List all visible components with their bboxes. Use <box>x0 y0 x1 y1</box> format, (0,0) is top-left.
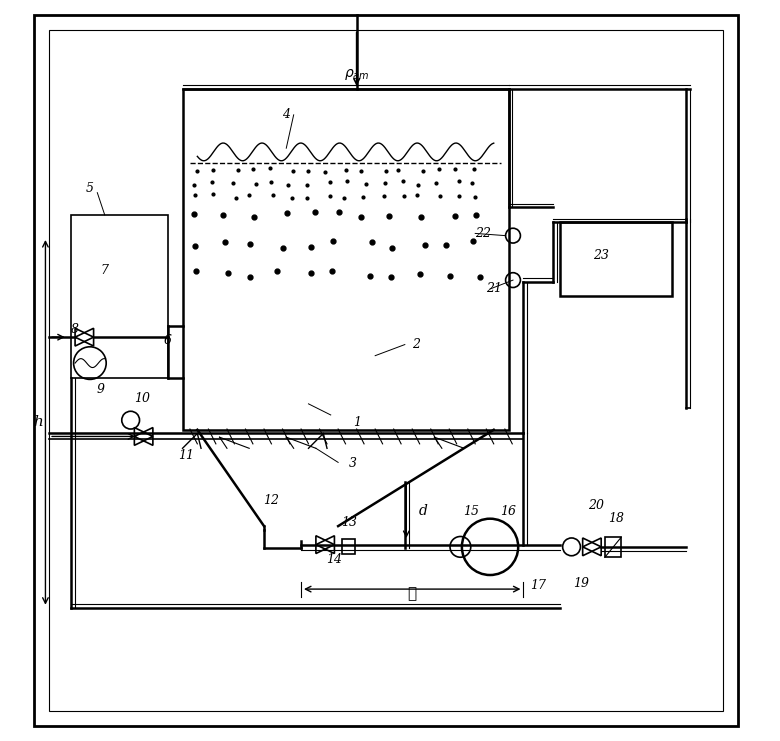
Text: 16: 16 <box>501 505 516 518</box>
Text: 19: 19 <box>573 577 589 591</box>
Text: 8: 8 <box>71 323 79 336</box>
Text: 1: 1 <box>353 416 360 429</box>
Bar <box>560 222 672 296</box>
Text: 13: 13 <box>341 516 357 529</box>
Text: 11: 11 <box>178 449 194 462</box>
Text: d: d <box>419 505 427 518</box>
Text: ℓ: ℓ <box>408 588 417 601</box>
Text: 21: 21 <box>486 282 502 296</box>
Text: 15: 15 <box>463 505 480 518</box>
Text: 4: 4 <box>282 108 290 122</box>
Text: h: h <box>33 416 43 429</box>
Text: 10: 10 <box>133 392 150 405</box>
Text: 9: 9 <box>97 382 105 396</box>
Bar <box>72 215 168 378</box>
Text: 3: 3 <box>349 456 357 470</box>
Bar <box>605 537 621 557</box>
Text: 6: 6 <box>164 334 172 348</box>
Text: $\rho_{am}$: $\rho_{am}$ <box>344 67 370 82</box>
Text: 23: 23 <box>593 249 609 262</box>
Text: 7: 7 <box>101 264 108 277</box>
Text: 2: 2 <box>412 338 420 351</box>
Text: 22: 22 <box>474 227 491 240</box>
Text: 18: 18 <box>608 512 624 525</box>
Text: 12: 12 <box>264 494 279 507</box>
Bar <box>183 89 509 430</box>
Text: 17: 17 <box>530 579 546 592</box>
Text: 20: 20 <box>588 499 604 512</box>
Bar <box>342 539 355 554</box>
Text: 14: 14 <box>326 553 342 566</box>
Text: 5: 5 <box>86 182 94 196</box>
